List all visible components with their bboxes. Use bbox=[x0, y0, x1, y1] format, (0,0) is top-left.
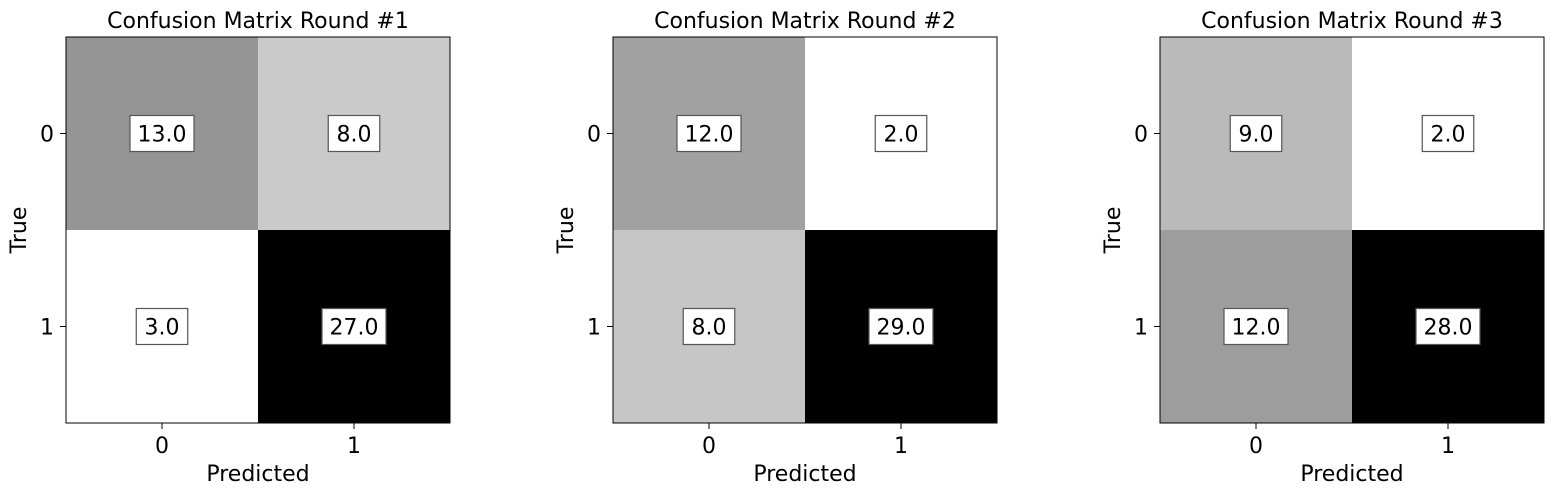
axes-frame bbox=[65, 36, 451, 424]
chart-panel-2: 12.0 2.0 8.0 29.0 0 1 0 1 Confusion Matrix Round… bbox=[554, 9, 998, 487]
x-axis-label: Predicted bbox=[1300, 462, 1403, 487]
value-label-box bbox=[676, 114, 742, 153]
cell-value-label: 12.0 bbox=[685, 123, 734, 148]
value-label-box bbox=[1415, 307, 1481, 346]
chart-title: Confusion Matrix Round #2 bbox=[654, 9, 956, 34]
cell-value-label: 2.0 bbox=[1431, 123, 1466, 148]
chart-panel-3: 9.0 2.0 12.0 28.0 0 1 0 1 Confusion Matrix Round… bbox=[1101, 9, 1545, 487]
cell-value-label: 3.0 bbox=[145, 316, 180, 341]
cell-value-label: 13.0 bbox=[138, 123, 187, 148]
value-label-box bbox=[682, 307, 736, 346]
value-label-box bbox=[1229, 114, 1283, 153]
axes-frame bbox=[1159, 36, 1545, 424]
y-tick-label: 0 bbox=[587, 123, 601, 148]
cell-value-label: 29.0 bbox=[877, 316, 926, 341]
y-tick-label: 0 bbox=[40, 123, 54, 148]
axes-frame bbox=[612, 36, 998, 424]
cell-value-label: 27.0 bbox=[330, 316, 379, 341]
chart-title: Confusion Matrix Round #3 bbox=[1201, 9, 1503, 34]
y-axis-label: True bbox=[7, 207, 32, 255]
x-axis-label: Predicted bbox=[753, 462, 856, 487]
y-tick-label: 1 bbox=[587, 316, 601, 341]
value-label-box bbox=[321, 307, 387, 346]
cell-value-label: 2.0 bbox=[884, 123, 919, 148]
cell-value-label: 12.0 bbox=[1232, 316, 1281, 341]
cell-value-label: 8.0 bbox=[692, 316, 727, 341]
y-axis-label: True bbox=[1101, 207, 1126, 255]
y-axis-label: True bbox=[554, 207, 579, 255]
chart-panel-1: 13.0 8.0 3.0 27.0 0 1 0 1 Confusion Matrix Round… bbox=[7, 9, 451, 487]
cell-value-label: 9.0 bbox=[1239, 123, 1274, 148]
value-label-box bbox=[135, 307, 189, 346]
x-tick-label: 0 bbox=[155, 434, 169, 459]
value-label-box bbox=[327, 114, 381, 153]
value-label-box bbox=[868, 307, 934, 346]
y-tick-label: 1 bbox=[40, 316, 54, 341]
y-tick-label: 0 bbox=[1134, 123, 1148, 148]
x-tick-label: 0 bbox=[702, 434, 716, 459]
x-tick-label: 1 bbox=[1441, 434, 1455, 459]
x-tick-label: 0 bbox=[1249, 434, 1263, 459]
x-axis-label: Predicted bbox=[206, 462, 309, 487]
y-tick-label: 1 bbox=[1134, 316, 1148, 341]
value-label-box bbox=[1223, 307, 1289, 346]
chart-title: Confusion Matrix Round #1 bbox=[107, 9, 409, 34]
cell-value-label: 8.0 bbox=[337, 123, 372, 148]
value-label-box bbox=[129, 114, 195, 153]
x-tick-label: 1 bbox=[894, 434, 908, 459]
cell-value-label: 28.0 bbox=[1424, 316, 1473, 341]
x-tick-label: 1 bbox=[347, 434, 361, 459]
value-label-box bbox=[1421, 114, 1475, 153]
value-label-box bbox=[874, 114, 928, 153]
